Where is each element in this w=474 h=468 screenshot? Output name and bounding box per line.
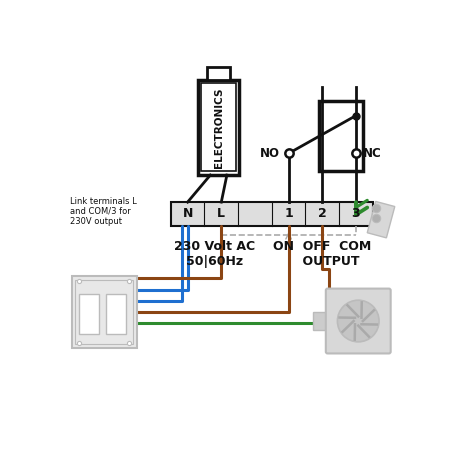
Text: L: L bbox=[217, 207, 225, 220]
Bar bbox=[171, 202, 373, 226]
Bar bbox=[79, 294, 99, 334]
Bar bbox=[201, 83, 236, 171]
Text: ON  OFF  COM
    OUTPUT: ON OFF COM OUTPUT bbox=[273, 240, 371, 268]
Bar bbox=[106, 294, 126, 334]
Text: ELECTRONICS: ELECTRONICS bbox=[214, 87, 224, 168]
Text: NO: NO bbox=[259, 147, 280, 160]
Circle shape bbox=[337, 300, 379, 342]
Text: 3: 3 bbox=[352, 207, 360, 220]
Text: 1: 1 bbox=[284, 207, 293, 220]
Bar bbox=[75, 279, 133, 344]
Bar bbox=[367, 201, 395, 238]
Bar bbox=[319, 101, 363, 171]
Bar bbox=[72, 276, 137, 348]
Text: N: N bbox=[182, 207, 193, 220]
Bar bbox=[198, 80, 239, 175]
Bar bbox=[207, 67, 230, 80]
Text: NC: NC bbox=[363, 147, 382, 160]
Bar bbox=[313, 312, 328, 330]
Text: 2: 2 bbox=[318, 207, 327, 220]
Text: Link terminals L
and COM/3 for
230V output: Link terminals L and COM/3 for 230V outp… bbox=[70, 197, 137, 227]
Text: 230 Volt AC
50|60Hz: 230 Volt AC 50|60Hz bbox=[173, 240, 255, 268]
FancyBboxPatch shape bbox=[326, 289, 391, 353]
